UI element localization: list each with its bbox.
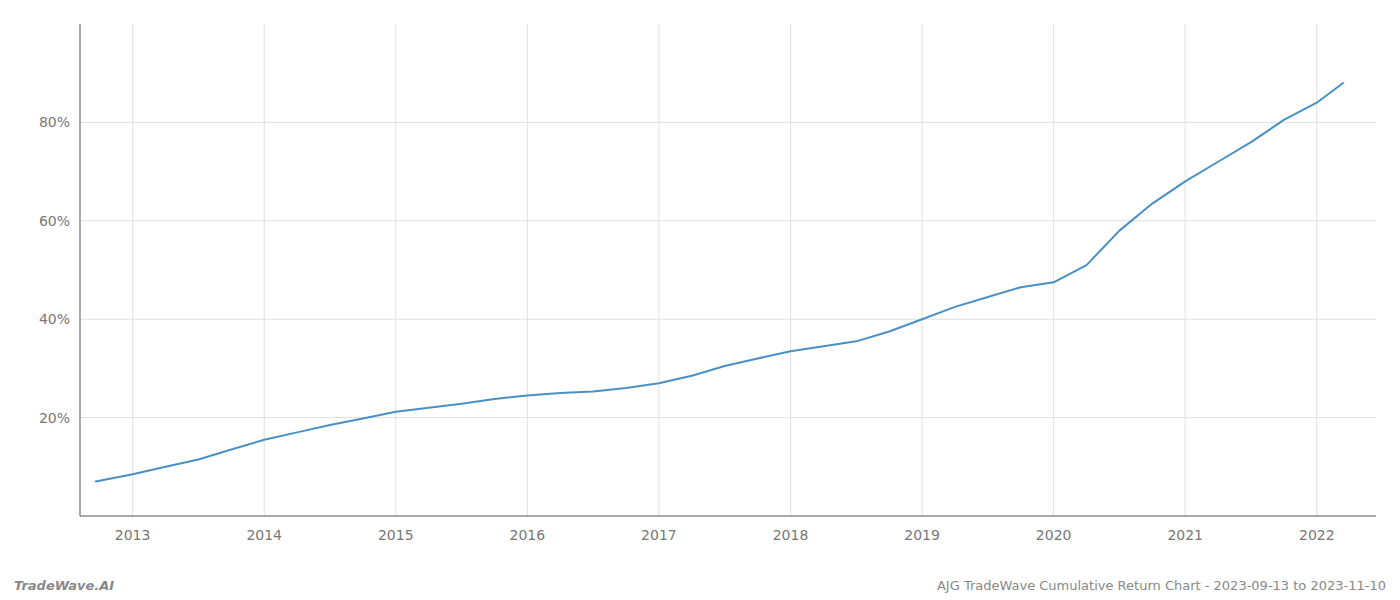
x-tick-label: 2017 [641,527,677,543]
x-grid-line [790,24,791,516]
x-grid-line [1316,24,1317,516]
x-tick-label: 2022 [1299,527,1335,543]
x-grid-line [527,24,528,516]
y-axis-line [80,24,81,516]
chart-svg: 2013 2014 2015 2016 2017 2018 2019 2020 2021 2022… [0,0,1400,600]
y-tick-label: 80% [39,114,70,130]
annotation-right: AJG TradeWave Cumulative Return Chart - … [937,578,1386,593]
grid [80,24,1376,516]
data-line [96,83,1343,482]
x-grid-line [132,24,133,516]
y-tick-label: 60% [39,213,70,229]
x-axis-line [80,516,1376,517]
y-tick-label: 20% [39,410,70,426]
plot-area [96,83,1343,482]
x-grid-line [658,24,659,516]
axes: 2013 2014 2015 2016 2017 2018 2019 2020 2021 2022… [39,24,1376,543]
y-grid-line [80,122,1376,123]
x-tick-label: 2014 [246,527,282,543]
y-grid-line [80,319,1376,320]
x-tick-label: 2020 [1036,527,1072,543]
x-grid-line [1185,24,1186,516]
x-tick-label: 2018 [773,527,809,543]
x-grid-line [264,24,265,516]
x-tick-label: 2021 [1167,527,1203,543]
x-grid-line [922,24,923,516]
y-grid-line [80,220,1376,221]
x-tick-label: 2013 [115,527,151,543]
background [0,0,1400,600]
annotations: TradeWave.AI AJG TradeWave Cumulative Ret… [14,578,1386,593]
annotation-left: TradeWave.AI [14,578,114,593]
y-grid-line [80,417,1376,418]
chart-container: 2013 2014 2015 2016 2017 2018 2019 2020 2021 2022… [0,0,1400,600]
x-tick-label: 2019 [904,527,940,543]
x-tick-label: 2016 [510,527,546,543]
y-tick-label: 40% [39,311,70,327]
x-grid-line [1053,24,1054,516]
x-tick-label: 2015 [378,527,414,543]
x-grid-line [395,24,396,516]
